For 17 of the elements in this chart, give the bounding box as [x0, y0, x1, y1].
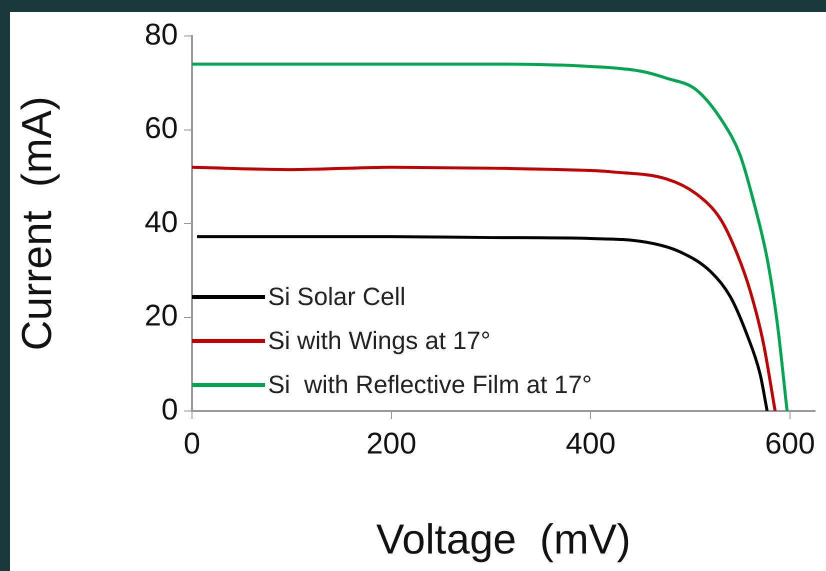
y-tick-label: 80	[144, 18, 178, 52]
x-tick-label: 200	[366, 427, 416, 460]
x-tick-label: 0	[184, 427, 200, 460]
x-tick-label: 600	[765, 427, 816, 460]
y-tick-label: 0	[161, 393, 178, 426]
y-tick-label: 20	[144, 300, 178, 333]
legend-label: Si with Wings at 17°	[268, 326, 491, 356]
y-tick-label: 40	[144, 206, 178, 239]
legend-label: Si with Reflective Film at 17°	[268, 370, 592, 400]
line-series	[192, 166, 777, 411]
y-axis-title: Current (mA)	[12, 96, 60, 351]
line-series	[195, 235, 769, 411]
line-series	[192, 62, 789, 411]
y-tick-label: 60	[144, 112, 178, 146]
x-tick-label: 400	[566, 427, 616, 460]
x-axis-title: Voltage (mV)	[376, 515, 631, 562]
legend-label: Si Solar Cell	[268, 282, 406, 312]
